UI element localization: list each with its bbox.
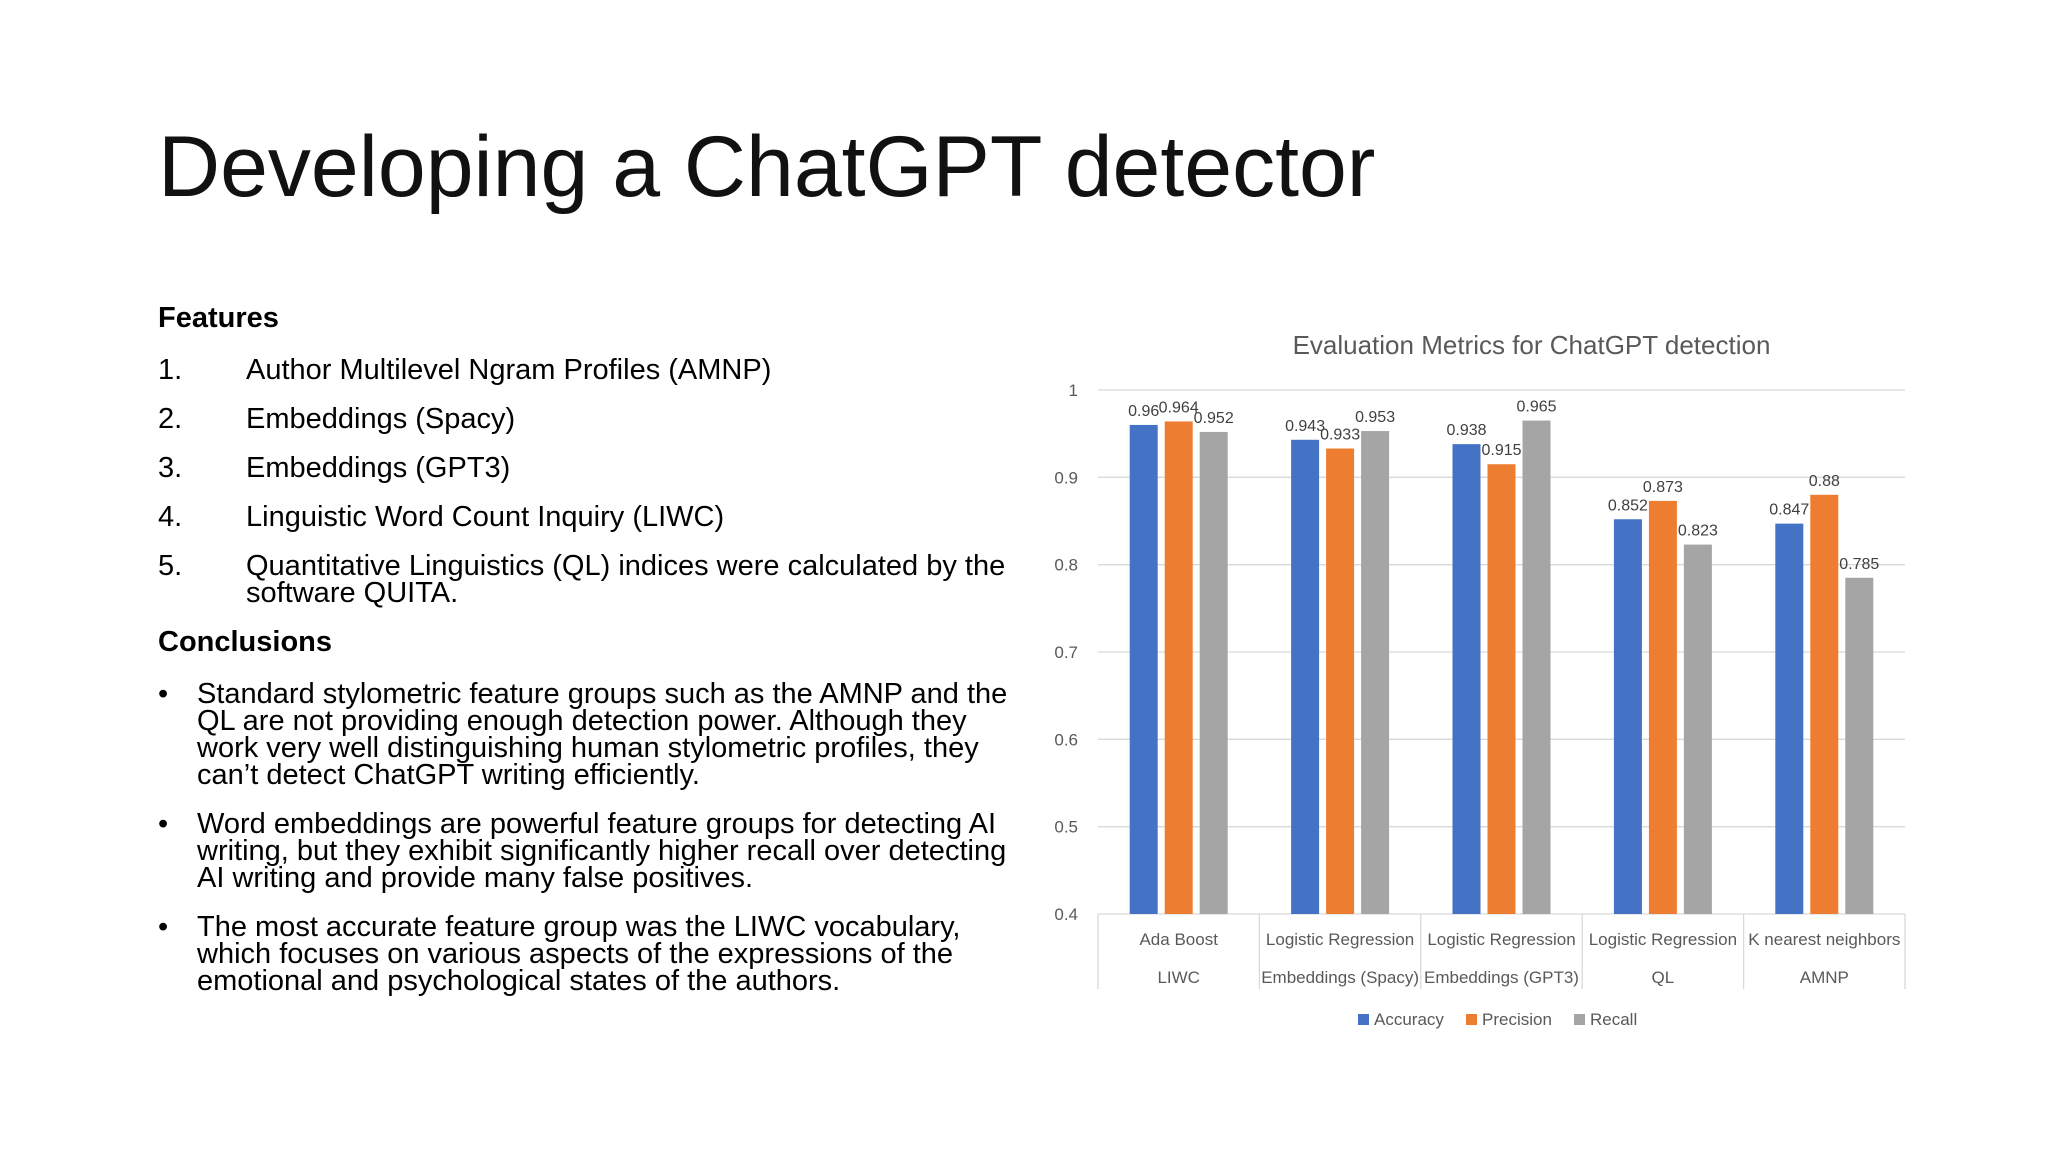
data-label: 0.943 [1285, 418, 1325, 435]
legend-entry: Precision [1482, 1010, 1552, 1029]
bar-precision [1810, 494, 1839, 914]
feature-number: 2. [158, 403, 183, 435]
feature-number: 3. [158, 452, 183, 484]
feature-number: 4. [158, 501, 183, 533]
feature-item: 3. Embeddings (GPT3) [158, 452, 1018, 484]
conclusion-item: • The most accurate feature group was th… [158, 911, 1018, 997]
x-group-label: Embeddings (GPT3) [1424, 968, 1579, 987]
feature-text: Author Multilevel Ngram Profiles (AMNP) [246, 354, 772, 386]
bar-precision [1326, 448, 1355, 914]
data-label: 0.873 [1643, 479, 1683, 496]
y-tick-label: 0.6 [1054, 730, 1078, 749]
bar-accuracy [1452, 444, 1481, 914]
bullet-icon: • [158, 678, 169, 710]
x-group-label: LIWC [1157, 968, 1200, 987]
bar-recall [1845, 577, 1874, 914]
feature-item: 4. Linguistic Word Count Inquiry (LIWC) [158, 501, 1018, 533]
feature-text: Quantitative Linguistics (QL) indices we… [246, 550, 1006, 609]
bar-accuracy [1775, 523, 1804, 914]
feature-item: 2. Embeddings (Spacy) [158, 403, 1018, 435]
features-list: 1. Author Multilevel Ngram Profiles (AMN… [158, 354, 1018, 609]
feature-text: Linguistic Word Count Inquiry (LIWC) [246, 501, 725, 533]
bar-accuracy [1129, 424, 1158, 914]
conclusion-item: • Standard stylometric feature groups su… [158, 678, 1018, 791]
data-label: 0.915 [1481, 442, 1521, 459]
data-label: 0.938 [1446, 422, 1486, 439]
data-label: 0.785 [1839, 556, 1879, 573]
bullet-icon: • [158, 911, 169, 943]
bar-recall [1522, 420, 1551, 914]
conclusion-text: Standard stylometric feature groups such… [197, 678, 1008, 791]
feature-item: 5. Quantitative Linguistics (QL) indices… [158, 550, 1018, 609]
feature-number: 1. [158, 354, 183, 386]
data-label: 0.852 [1608, 497, 1648, 514]
data-label: 0.933 [1320, 427, 1360, 444]
bar-accuracy [1613, 519, 1642, 914]
bar-accuracy [1291, 439, 1320, 914]
bar-recall [1361, 431, 1390, 914]
bar-precision [1648, 500, 1677, 914]
data-label: 0.952 [1194, 410, 1234, 427]
legend-swatch [1358, 1014, 1369, 1025]
y-tick-label: 0.9 [1054, 468, 1078, 487]
chart-title: Evaluation Metrics for ChatGPT detection [1293, 330, 1771, 360]
conclusion-item: • Word embeddings are powerful feature g… [158, 808, 1018, 894]
feature-number: 5. [158, 550, 183, 582]
y-tick-label: 0.7 [1054, 643, 1078, 662]
data-label: 0.964 [1159, 399, 1199, 416]
y-tick-label: 0.5 [1054, 818, 1078, 837]
evaluation-metrics-chart: Evaluation Metrics for ChatGPT detection… [1054, 330, 1906, 1029]
data-label: 0.823 [1678, 523, 1718, 540]
legend-entry: Accuracy [1374, 1010, 1444, 1029]
conclusion-text: The most accurate feature group was the … [197, 911, 961, 997]
x-category-label: Ada Boost [1139, 930, 1218, 949]
conclusions-heading: Conclusions [158, 626, 333, 658]
legend-swatch [1574, 1014, 1585, 1025]
slide-title: Developing a ChatGPT detector [158, 119, 1376, 215]
x-group-label: QL [1652, 968, 1675, 987]
features-heading: Features [158, 302, 279, 334]
feature-text: Embeddings (Spacy) [246, 403, 516, 435]
data-label: 0.88 [1809, 473, 1840, 490]
x-category-label: Logistic Regression [1427, 930, 1575, 949]
legend-swatch [1466, 1014, 1477, 1025]
y-tick-label: 1 [1069, 381, 1078, 400]
bar-recall [1683, 544, 1712, 914]
bar-precision [1487, 464, 1516, 914]
bar-recall [1199, 431, 1228, 914]
x-group-label: AMNP [1800, 968, 1849, 987]
data-label: 0.953 [1355, 409, 1395, 426]
y-tick-label: 0.4 [1054, 905, 1078, 924]
y-tick-label: 0.8 [1054, 556, 1078, 575]
data-label: 0.965 [1516, 399, 1556, 416]
data-label: 0.96 [1128, 403, 1159, 420]
conclusions-list: • Standard stylometric feature groups su… [158, 678, 1018, 997]
legend-entry: Recall [1590, 1010, 1637, 1029]
data-label: 0.847 [1769, 502, 1809, 519]
x-category-label: Logistic Regression [1589, 930, 1737, 949]
bar-precision [1164, 421, 1193, 914]
x-category-label: K nearest neighbors [1748, 930, 1900, 949]
bullet-icon: • [158, 808, 169, 840]
feature-item: 1. Author Multilevel Ngram Profiles (AMN… [158, 354, 1018, 386]
conclusion-text: Word embeddings are powerful feature gro… [197, 808, 1007, 894]
x-category-label: Logistic Regression [1266, 930, 1414, 949]
text-column: Features 1. Author Multilevel Ngram Prof… [158, 302, 1018, 1017]
x-group-label: Embeddings (Spacy) [1261, 968, 1419, 987]
feature-text: Embeddings (GPT3) [246, 452, 511, 484]
